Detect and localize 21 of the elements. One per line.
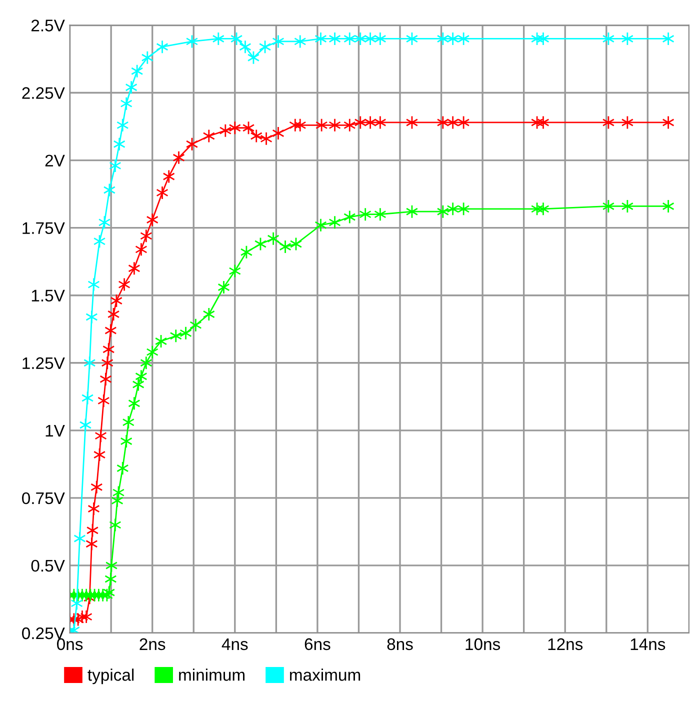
y-tick-label: 2V [45,154,65,166]
y-tick-label: 0.5V [31,560,65,572]
y-tick-label: 2.5V [31,20,65,32]
y-tick-label: 1V [46,424,65,436]
x-tick-label: 14ns [630,638,666,650]
y-tick-label: 1.25V [22,357,65,370]
y-tick-label: 1.75V [22,222,65,234]
x-tick-label: 6ns [304,638,330,650]
x-tick-label: 0ns [57,638,83,650]
x-tick-label: 10ns [466,638,500,650]
x-tick-label: 12ns [548,638,583,650]
legend-label: typical [88,668,134,684]
y-tick-label: 1.5V [32,290,65,302]
y-tick-label: 2.25V [22,87,65,99]
legend-label: maximum [290,668,360,681]
legend-label: minimum [179,668,244,681]
y-tick-label: 0.75V [22,492,65,504]
x-tick-label: 4ns [222,638,248,650]
x-tick-label: 2ns [140,638,166,650]
x-tick-label: 8ns [387,638,413,650]
y-tick-label: 0.25V [22,627,65,640]
